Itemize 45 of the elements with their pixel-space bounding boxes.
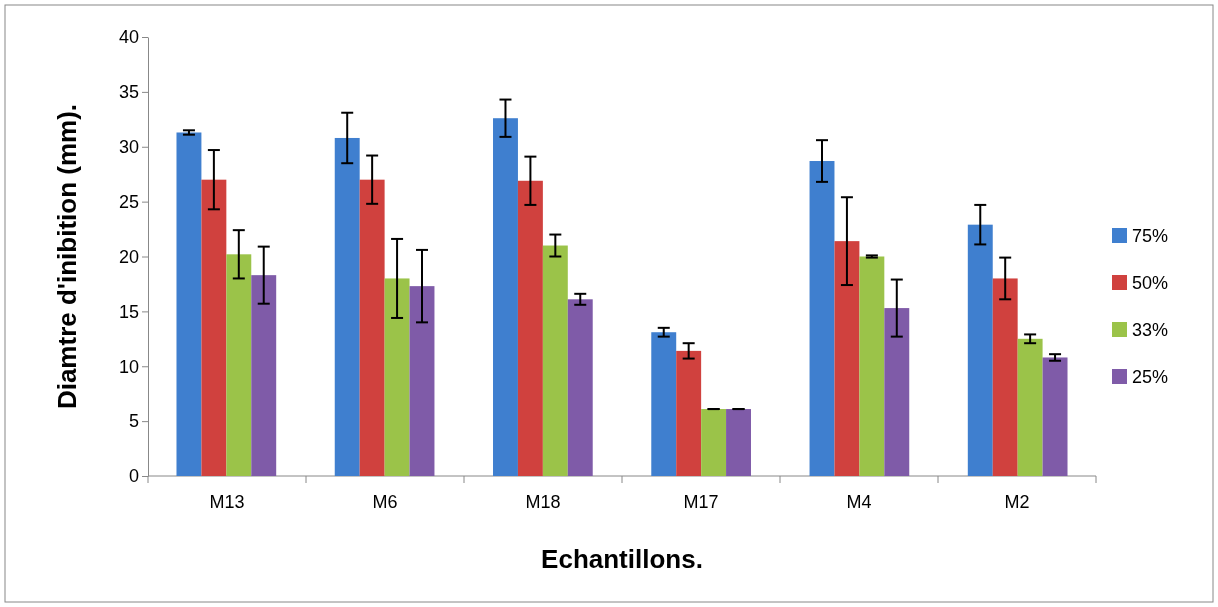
y-tick-label: 0 bbox=[128, 466, 139, 487]
bar bbox=[1017, 338, 1043, 476]
bar bbox=[1042, 357, 1068, 476]
legend-label: 33% bbox=[1132, 320, 1169, 340]
y-axis-title: Diamtre d'inibition (mm). bbox=[52, 103, 82, 410]
bar bbox=[859, 256, 885, 476]
bar bbox=[517, 180, 543, 476]
x-axis-title: Echantillons. bbox=[541, 544, 703, 574]
bar bbox=[251, 275, 277, 476]
y-tick-label: 5 bbox=[128, 411, 139, 432]
y-tick-label: 15 bbox=[118, 301, 139, 322]
y-tick-label: 25 bbox=[118, 191, 139, 212]
bar bbox=[384, 278, 410, 476]
bar bbox=[809, 161, 835, 476]
y-tick-label: 40 bbox=[118, 27, 139, 48]
legend-label: 50% bbox=[1132, 273, 1169, 293]
x-tick-label: M18 bbox=[525, 492, 561, 512]
bar bbox=[176, 132, 202, 476]
legend-label: 75% bbox=[1132, 226, 1169, 246]
bar bbox=[542, 245, 568, 476]
bar bbox=[884, 308, 910, 476]
bar bbox=[334, 137, 360, 476]
bar bbox=[493, 118, 518, 476]
y-tick-label: 10 bbox=[118, 356, 139, 377]
x-tick-label: M17 bbox=[683, 492, 719, 512]
bar bbox=[676, 350, 702, 476]
bar bbox=[726, 409, 751, 476]
x-tick-label: M4 bbox=[846, 492, 872, 512]
bar bbox=[226, 254, 252, 476]
bar bbox=[359, 179, 385, 476]
bar bbox=[701, 409, 727, 476]
x-tick-label: M2 bbox=[1004, 492, 1030, 512]
legend-label: 25% bbox=[1132, 367, 1169, 387]
bar bbox=[992, 278, 1018, 476]
bar bbox=[651, 332, 677, 476]
bar bbox=[834, 241, 860, 476]
bar bbox=[409, 286, 435, 476]
y-tick-label: 20 bbox=[118, 246, 139, 267]
bar bbox=[567, 299, 593, 476]
x-tick-label: M13 bbox=[209, 492, 245, 512]
y-tick-label: 35 bbox=[118, 82, 139, 103]
bar bbox=[201, 179, 227, 476]
bar bbox=[967, 224, 993, 476]
x-tick-label: M6 bbox=[372, 492, 398, 512]
y-tick-label: 30 bbox=[118, 137, 139, 158]
